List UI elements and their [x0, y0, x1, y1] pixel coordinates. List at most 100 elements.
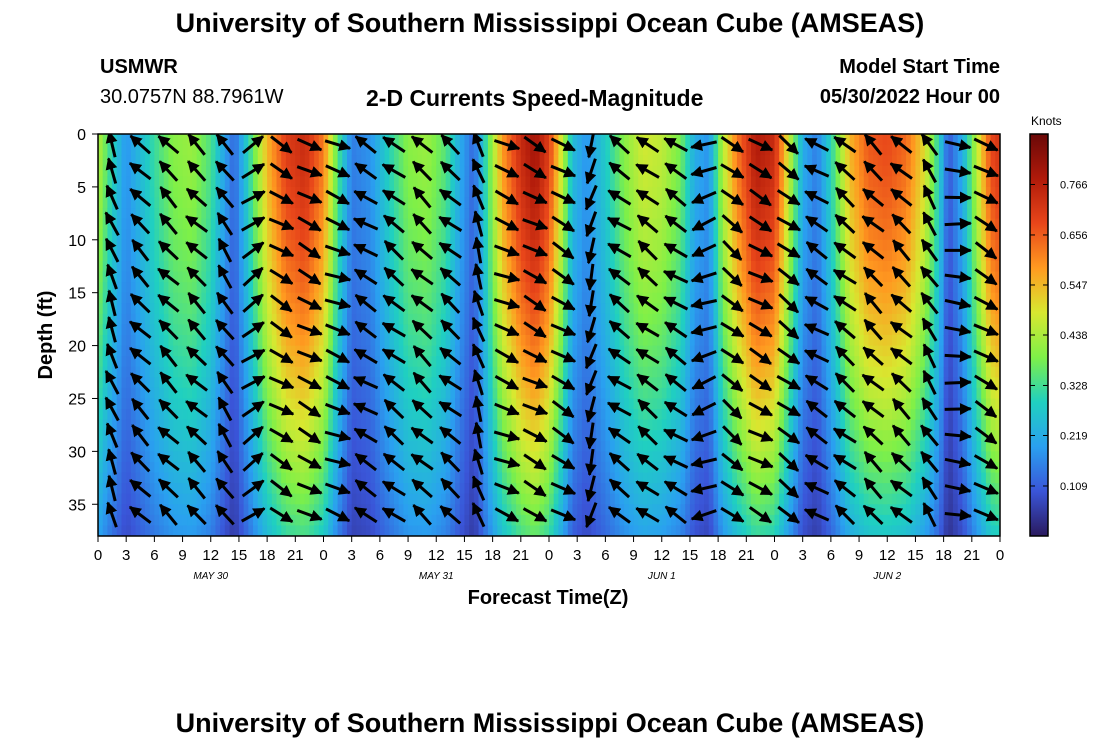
heatmap-cell [98, 483, 104, 495]
heatmap-cell [253, 208, 259, 220]
heatmap-cell [271, 144, 278, 156]
heatmap-cell [403, 514, 409, 527]
heatmap-cell [281, 155, 287, 167]
heatmap-cell [473, 218, 480, 230]
heatmap-cell [187, 387, 193, 400]
heatmap-cell [304, 208, 311, 220]
heatmap-cell [558, 250, 564, 262]
heatmap-cell [182, 324, 188, 336]
heatmap-cell [323, 525, 329, 536]
heatmap-cell [572, 419, 578, 431]
heatmap-cell [318, 282, 325, 294]
heatmap-cell [210, 271, 217, 283]
heatmap-cell [135, 313, 141, 326]
heatmap-cell [689, 186, 696, 199]
heatmap-cell [182, 271, 188, 283]
heatmap-cell [361, 250, 367, 262]
heatmap-cell [121, 493, 127, 505]
heatmap-cell [436, 271, 442, 283]
heatmap-cell [619, 409, 625, 421]
heatmap-cell [445, 335, 451, 347]
heatmap-cell [581, 229, 588, 241]
heatmap-cell [464, 229, 470, 241]
heatmap-cell [257, 197, 264, 209]
heatmap-cell [210, 197, 217, 209]
heatmap-cell [483, 377, 489, 389]
heatmap-cell [610, 303, 616, 315]
heatmap-cell [455, 430, 461, 442]
heatmap-cell [426, 366, 433, 378]
heatmap-cell [356, 335, 362, 347]
heatmap-cell [652, 271, 658, 283]
heatmap-cell [689, 176, 696, 188]
heatmap-cell [549, 398, 555, 410]
heatmap-cell [361, 176, 367, 188]
heatmap-cell [436, 525, 442, 536]
heatmap-cell [450, 165, 456, 177]
heatmap-cell [177, 483, 184, 495]
heatmap-cell [511, 504, 517, 516]
heatmap-cell [610, 313, 616, 326]
heatmap-cell [159, 493, 165, 505]
heatmap-cell [238, 165, 245, 177]
heatmap-cell [633, 525, 639, 536]
heatmap-cell [342, 387, 348, 400]
heatmap-cell [689, 451, 696, 463]
heatmap-cell [689, 292, 696, 304]
heatmap-cell [459, 525, 466, 536]
heatmap-cell [502, 197, 508, 209]
heatmap-cell [704, 493, 710, 505]
heatmap-cell [135, 472, 141, 484]
heatmap-cell [238, 303, 245, 315]
heatmap-cell [450, 229, 456, 241]
heatmap-cell [704, 250, 710, 262]
heatmap-cell [210, 504, 217, 516]
heatmap-cell [619, 313, 625, 326]
heatmap-cell [436, 472, 442, 484]
heatmap-cell [403, 451, 409, 463]
heatmap-cell [173, 313, 179, 326]
heatmap-cell [633, 461, 639, 474]
heatmap-cell [351, 525, 357, 536]
heatmap-cell [300, 165, 306, 177]
heatmap-cell [516, 250, 522, 262]
heatmap-cell [191, 409, 198, 421]
heatmap-cell [487, 493, 494, 505]
heatmap-cell [689, 208, 696, 220]
heatmap-cell [699, 366, 705, 378]
heatmap-cell [351, 197, 357, 209]
heatmap-cell [191, 144, 198, 156]
heatmap-cell [323, 493, 329, 505]
heatmap-cell [685, 335, 691, 347]
heatmap-cell [187, 366, 193, 378]
heatmap-cell [234, 134, 240, 146]
heatmap-cell [365, 493, 372, 505]
heatmap-cell [497, 493, 503, 505]
heatmap-cell [257, 440, 264, 452]
heatmap-cell [628, 409, 635, 421]
heatmap-cell [196, 514, 202, 527]
heatmap-cell [506, 155, 513, 167]
heatmap-cell [389, 260, 395, 273]
heatmap-cell [549, 197, 555, 209]
heatmap-cell [558, 472, 564, 484]
heatmap-cell [370, 260, 376, 273]
heatmap-cell [187, 176, 193, 188]
heatmap-cell [657, 335, 663, 347]
heatmap-cell [121, 260, 127, 273]
heatmap-cell [159, 409, 165, 421]
heatmap-cell [182, 504, 188, 516]
heatmap-cell [455, 260, 461, 273]
heatmap-cell [685, 451, 691, 463]
heatmap-cell [534, 155, 541, 167]
heatmap-cell [422, 155, 428, 167]
heatmap-cell [149, 514, 155, 527]
heatmap-cell [173, 292, 179, 304]
heatmap-cell [708, 483, 715, 495]
heatmap-cell [224, 176, 231, 188]
heatmap-cell [253, 144, 259, 156]
heatmap-cell [497, 356, 503, 368]
heatmap-cell [121, 525, 127, 536]
heatmap-cell [431, 377, 437, 389]
heatmap-cell [107, 387, 113, 400]
